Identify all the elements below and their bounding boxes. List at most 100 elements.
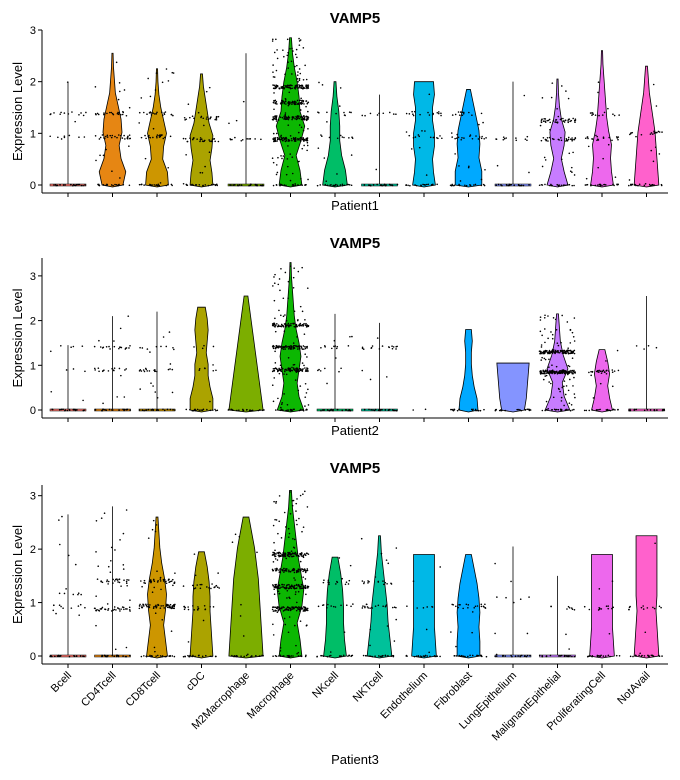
group-NKcell: NKcell bbox=[310, 556, 354, 701]
data-point bbox=[247, 653, 249, 656]
data-point bbox=[80, 184, 83, 187]
data-point bbox=[505, 596, 507, 599]
data-point bbox=[393, 409, 396, 412]
data-point bbox=[118, 409, 120, 411]
data-point bbox=[80, 112, 82, 114]
data-point bbox=[571, 184, 574, 187]
data-point bbox=[302, 409, 305, 412]
data-point bbox=[384, 581, 387, 584]
data-point bbox=[281, 569, 284, 572]
data-point bbox=[209, 140, 211, 143]
data-point bbox=[382, 112, 385, 115]
data-point bbox=[77, 592, 80, 595]
data-point bbox=[340, 367, 342, 370]
data-point bbox=[283, 571, 285, 573]
data-point bbox=[210, 140, 213, 143]
data-point bbox=[154, 612, 157, 615]
data-point bbox=[296, 336, 298, 338]
data-point bbox=[129, 344, 131, 347]
data-point bbox=[182, 655, 185, 658]
data-point bbox=[457, 111, 460, 113]
data-point bbox=[287, 280, 290, 283]
data-point bbox=[139, 603, 141, 606]
data-point bbox=[72, 368, 75, 370]
data-point bbox=[566, 371, 568, 374]
data-point bbox=[139, 388, 141, 390]
data-point bbox=[598, 369, 600, 372]
data-point bbox=[618, 114, 620, 116]
data-point bbox=[591, 370, 594, 373]
data-point bbox=[102, 408, 105, 411]
data-point bbox=[307, 388, 309, 391]
data-point bbox=[274, 518, 276, 521]
data-point bbox=[274, 317, 276, 320]
data-point bbox=[378, 112, 380, 115]
violin-ProliferatingCell bbox=[590, 50, 614, 188]
data-point bbox=[167, 166, 170, 169]
data-point bbox=[560, 371, 563, 374]
data-point bbox=[234, 533, 237, 536]
data-point bbox=[558, 184, 561, 186]
data-point bbox=[142, 111, 145, 114]
data-point bbox=[450, 408, 452, 411]
data-point bbox=[279, 587, 281, 590]
data-point bbox=[651, 184, 654, 186]
data-point bbox=[174, 572, 176, 574]
data-point bbox=[629, 655, 632, 658]
data-point bbox=[320, 134, 322, 136]
data-point bbox=[286, 116, 289, 119]
data-point bbox=[122, 568, 125, 570]
data-point bbox=[187, 654, 189, 657]
data-point bbox=[140, 97, 143, 99]
data-point bbox=[387, 346, 390, 348]
data-point bbox=[114, 183, 116, 186]
data-point bbox=[556, 372, 559, 375]
data-point bbox=[603, 183, 606, 186]
data-point bbox=[424, 654, 427, 657]
data-point bbox=[275, 100, 278, 103]
data-point bbox=[216, 409, 219, 412]
data-point bbox=[291, 569, 293, 572]
data-point bbox=[407, 184, 409, 187]
data-point bbox=[453, 184, 455, 187]
data-point bbox=[154, 113, 156, 115]
data-point bbox=[104, 408, 106, 411]
violin-NKTcell bbox=[366, 535, 393, 659]
violin-CD4Tcell bbox=[98, 52, 127, 188]
violin-CD8Tcell bbox=[145, 68, 169, 188]
data-point bbox=[103, 369, 105, 371]
data-point bbox=[504, 409, 506, 412]
data-point bbox=[538, 184, 541, 187]
data-point bbox=[193, 346, 195, 348]
data-point bbox=[273, 606, 275, 609]
data-point bbox=[105, 345, 108, 348]
violin-Endothelium bbox=[412, 81, 436, 188]
data-point bbox=[174, 409, 176, 411]
data-point bbox=[298, 37, 300, 40]
data-point bbox=[279, 116, 282, 118]
data-point bbox=[159, 607, 162, 609]
data-point bbox=[281, 554, 284, 557]
data-point bbox=[289, 153, 292, 155]
data-point bbox=[129, 610, 131, 612]
data-point bbox=[368, 655, 370, 657]
data-point bbox=[200, 115, 203, 118]
data-point bbox=[303, 609, 306, 611]
y-tick-label: 2 bbox=[30, 544, 36, 556]
data-point bbox=[563, 349, 565, 352]
data-point bbox=[159, 578, 162, 580]
data-point bbox=[543, 156, 546, 159]
group-cDC bbox=[185, 306, 219, 422]
data-point bbox=[149, 604, 151, 606]
data-point bbox=[545, 408, 548, 411]
data-point bbox=[99, 608, 102, 610]
data-point bbox=[458, 408, 461, 411]
data-point bbox=[649, 184, 652, 187]
data-point bbox=[307, 178, 309, 181]
data-point bbox=[299, 139, 302, 142]
data-point bbox=[170, 630, 173, 632]
data-point bbox=[98, 183, 100, 186]
data-point bbox=[111, 367, 113, 370]
data-point bbox=[418, 135, 421, 138]
data-point bbox=[595, 134, 597, 137]
